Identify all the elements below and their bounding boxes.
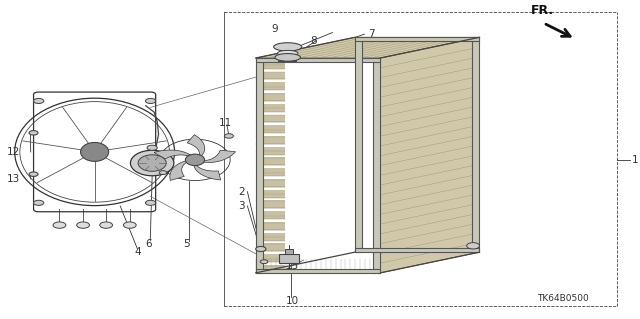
Ellipse shape xyxy=(124,222,136,228)
Polygon shape xyxy=(256,125,285,133)
Bar xyxy=(280,254,299,263)
Polygon shape xyxy=(256,37,479,58)
Polygon shape xyxy=(256,179,285,187)
Ellipse shape xyxy=(138,155,166,171)
Polygon shape xyxy=(256,82,285,90)
Bar xyxy=(372,58,380,273)
Text: 9: 9 xyxy=(271,24,278,34)
Polygon shape xyxy=(256,211,285,219)
Ellipse shape xyxy=(467,243,479,249)
Bar xyxy=(256,58,264,273)
Bar xyxy=(285,249,294,254)
Bar xyxy=(256,58,380,62)
Ellipse shape xyxy=(29,130,38,135)
Ellipse shape xyxy=(145,200,156,205)
Ellipse shape xyxy=(131,150,174,176)
Polygon shape xyxy=(202,150,236,162)
Polygon shape xyxy=(154,150,191,159)
Bar xyxy=(472,37,479,252)
Ellipse shape xyxy=(33,99,44,104)
Text: 7: 7 xyxy=(368,29,375,39)
Polygon shape xyxy=(256,222,285,230)
Ellipse shape xyxy=(256,247,266,251)
Polygon shape xyxy=(256,115,285,122)
Bar xyxy=(278,55,296,61)
Bar xyxy=(355,249,479,252)
Text: 15: 15 xyxy=(286,262,300,271)
Ellipse shape xyxy=(145,99,156,104)
Polygon shape xyxy=(256,136,285,144)
Polygon shape xyxy=(256,243,285,251)
Ellipse shape xyxy=(77,222,90,228)
Ellipse shape xyxy=(260,260,268,263)
Ellipse shape xyxy=(274,43,302,51)
Text: 3: 3 xyxy=(238,201,245,211)
Polygon shape xyxy=(256,233,285,241)
Polygon shape xyxy=(256,158,285,166)
Text: 12: 12 xyxy=(7,147,20,157)
Polygon shape xyxy=(256,168,285,176)
Polygon shape xyxy=(256,61,285,69)
Polygon shape xyxy=(256,190,285,198)
Ellipse shape xyxy=(159,171,167,174)
Ellipse shape xyxy=(81,143,109,161)
Bar xyxy=(256,269,380,273)
Ellipse shape xyxy=(147,145,157,150)
Bar xyxy=(355,37,362,252)
Polygon shape xyxy=(256,147,285,155)
Polygon shape xyxy=(256,104,285,112)
Ellipse shape xyxy=(100,222,113,228)
Polygon shape xyxy=(256,265,285,273)
Polygon shape xyxy=(256,254,285,262)
Ellipse shape xyxy=(275,54,301,61)
Bar xyxy=(355,37,479,41)
Polygon shape xyxy=(256,71,285,79)
Polygon shape xyxy=(256,200,285,208)
Text: 11: 11 xyxy=(218,118,232,128)
Text: 8: 8 xyxy=(310,35,316,46)
Text: FR.: FR. xyxy=(531,4,554,17)
Text: 4: 4 xyxy=(134,247,141,257)
Text: 6: 6 xyxy=(145,239,152,249)
Polygon shape xyxy=(380,37,479,273)
Ellipse shape xyxy=(33,200,44,205)
Text: 1: 1 xyxy=(632,155,638,165)
Text: 2: 2 xyxy=(238,187,245,197)
Text: 14: 14 xyxy=(152,159,165,169)
Text: 13: 13 xyxy=(7,174,20,184)
Text: TK64B0500: TK64B0500 xyxy=(537,294,589,303)
Polygon shape xyxy=(256,93,285,101)
Polygon shape xyxy=(187,135,205,157)
Ellipse shape xyxy=(29,172,38,176)
Ellipse shape xyxy=(53,222,66,228)
Text: 10: 10 xyxy=(286,296,300,307)
Ellipse shape xyxy=(278,50,298,56)
Polygon shape xyxy=(170,160,188,181)
Ellipse shape xyxy=(225,134,234,138)
Text: 5: 5 xyxy=(184,239,190,249)
Ellipse shape xyxy=(186,154,205,166)
Polygon shape xyxy=(194,164,221,180)
